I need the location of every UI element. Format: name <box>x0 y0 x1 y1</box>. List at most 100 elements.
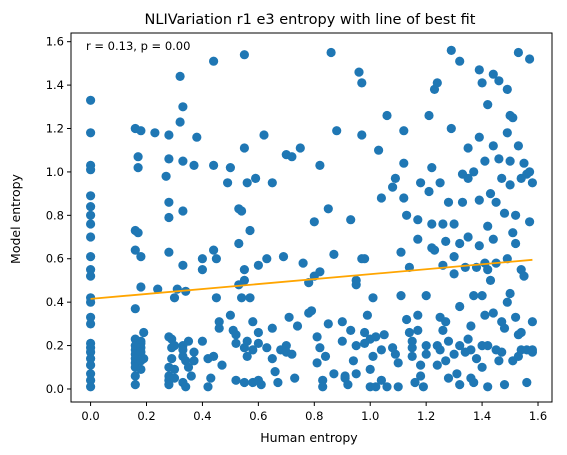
data-point <box>421 341 431 351</box>
x-tick-label: 0.4 <box>193 409 211 423</box>
data-point <box>318 375 328 385</box>
data-point <box>225 310 235 320</box>
x-axis-ticks: 0.0 0.2 0.4 0.6 0.8 1.0 1.2 1.4 1.6 <box>81 402 547 423</box>
y-tick-label: 0.0 <box>46 382 64 396</box>
data-point <box>455 341 465 351</box>
data-point <box>130 380 140 390</box>
data-point <box>416 371 426 381</box>
data-point <box>483 265 493 275</box>
data-point <box>452 369 462 379</box>
data-point <box>164 197 174 207</box>
data-point <box>136 126 146 136</box>
data-point <box>239 265 249 275</box>
data-point <box>502 128 512 138</box>
data-point <box>242 178 252 188</box>
data-point <box>525 217 535 227</box>
data-point <box>368 293 378 303</box>
x-tick-label: 1.4 <box>473 409 491 423</box>
data-point <box>178 345 188 355</box>
data-point <box>427 219 437 229</box>
data-point <box>86 319 96 329</box>
data-point <box>499 323 510 333</box>
data-point <box>209 56 219 66</box>
data-point <box>183 362 194 372</box>
data-point <box>348 356 358 366</box>
data-point <box>505 180 515 190</box>
x-tick-label: 0.6 <box>249 409 267 423</box>
data-point <box>443 197 454 207</box>
data-point <box>441 236 451 246</box>
data-point <box>508 113 518 123</box>
data-point <box>502 297 512 307</box>
data-point <box>494 76 504 86</box>
data-point <box>242 336 252 346</box>
x-tick-label: 0.8 <box>305 409 323 423</box>
data-point <box>455 238 465 249</box>
data-point <box>457 197 468 207</box>
data-point <box>488 69 498 79</box>
y-axis-label: Model entropy <box>8 173 23 263</box>
data-point <box>376 375 386 385</box>
data-point <box>86 95 96 105</box>
data-point <box>209 351 219 361</box>
data-point <box>153 284 163 294</box>
data-point <box>189 356 199 366</box>
data-point <box>86 375 96 385</box>
data-point <box>474 241 484 251</box>
data-point <box>474 65 484 75</box>
data-point <box>315 267 325 277</box>
data-point <box>329 369 339 379</box>
data-point <box>477 78 487 88</box>
data-point <box>281 341 291 351</box>
data-point <box>525 54 535 64</box>
data-point <box>432 78 442 88</box>
data-point <box>197 336 207 346</box>
data-point <box>413 215 423 225</box>
data-point <box>133 163 143 173</box>
data-point <box>178 206 188 216</box>
data-point <box>225 163 235 173</box>
data-point <box>351 341 361 351</box>
data-point <box>466 321 476 331</box>
data-point <box>477 362 487 372</box>
data-point <box>186 371 196 381</box>
data-point <box>133 152 143 162</box>
data-point <box>374 145 384 155</box>
data-point <box>449 269 459 279</box>
data-point <box>239 275 249 285</box>
data-point <box>326 47 336 58</box>
data-point <box>494 356 504 366</box>
y-tick-label: 0.4 <box>46 295 64 309</box>
data-point <box>253 327 263 338</box>
data-point <box>351 275 361 285</box>
data-point <box>502 84 512 94</box>
data-point <box>424 186 434 197</box>
data-point <box>505 156 515 166</box>
data-point <box>245 293 255 303</box>
data-point <box>483 341 493 351</box>
data-point <box>483 382 493 392</box>
data-point <box>527 317 538 327</box>
data-point <box>130 304 140 314</box>
data-point <box>267 178 277 188</box>
data-point <box>167 354 177 364</box>
data-point <box>449 219 459 229</box>
data-point <box>270 367 280 377</box>
data-point <box>371 382 381 392</box>
y-tick-label: 1.0 <box>46 165 64 179</box>
data-point <box>390 349 400 359</box>
data-point <box>298 258 308 268</box>
fit-line-layer <box>90 258 533 300</box>
x-tick-label: 1.0 <box>361 409 379 423</box>
x-tick-label: 1.2 <box>417 409 435 423</box>
data-point <box>499 208 510 218</box>
data-point <box>86 191 96 201</box>
data-point <box>441 317 451 327</box>
data-point <box>231 338 241 348</box>
data-point <box>253 260 263 270</box>
data-point <box>223 178 233 188</box>
data-point <box>211 254 221 264</box>
data-point <box>164 380 174 390</box>
data-point <box>178 102 188 112</box>
